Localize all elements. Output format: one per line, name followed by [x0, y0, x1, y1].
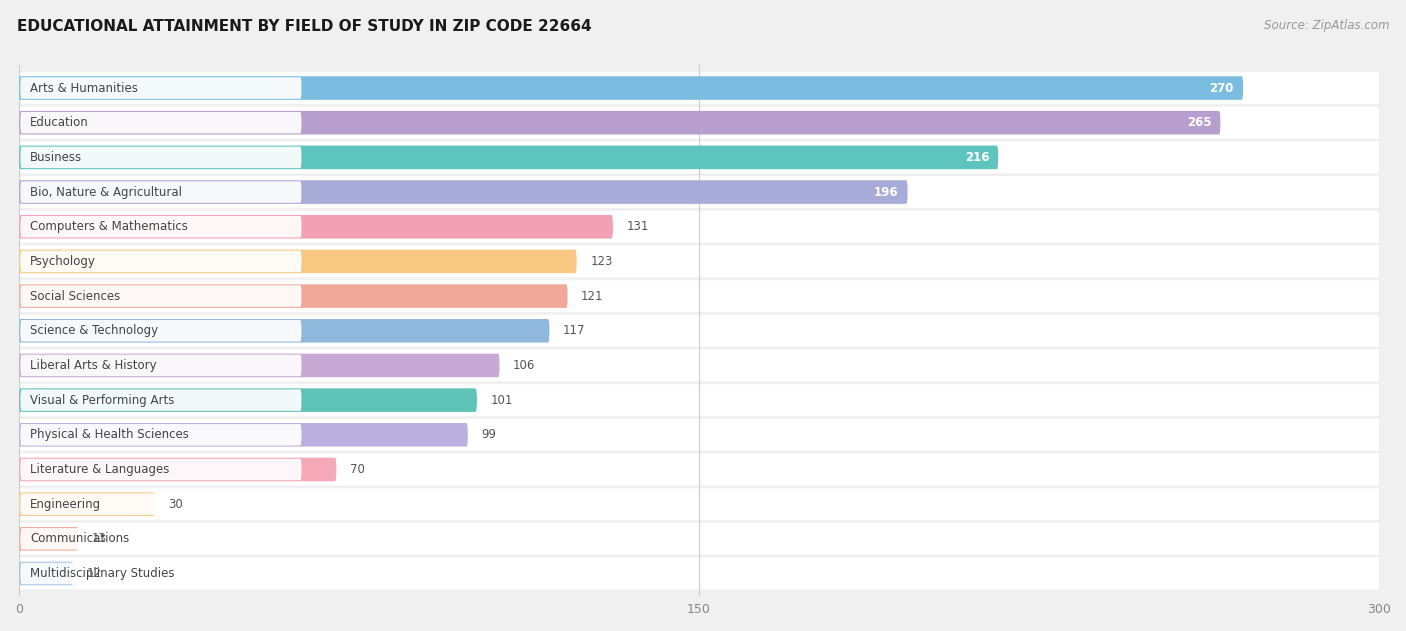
- FancyBboxPatch shape: [20, 76, 1243, 100]
- FancyBboxPatch shape: [14, 72, 1384, 104]
- Text: 216: 216: [965, 151, 990, 164]
- Text: Source: ZipAtlas.com: Source: ZipAtlas.com: [1264, 19, 1389, 32]
- FancyBboxPatch shape: [14, 280, 1384, 312]
- Text: Literature & Languages: Literature & Languages: [31, 463, 170, 476]
- FancyBboxPatch shape: [14, 176, 1384, 208]
- Text: 30: 30: [169, 498, 183, 510]
- FancyBboxPatch shape: [20, 389, 301, 411]
- FancyBboxPatch shape: [14, 558, 1384, 589]
- Text: 99: 99: [481, 428, 496, 441]
- Text: 70: 70: [350, 463, 364, 476]
- FancyBboxPatch shape: [20, 355, 301, 376]
- Text: 13: 13: [91, 533, 107, 545]
- FancyBboxPatch shape: [20, 146, 998, 169]
- FancyBboxPatch shape: [14, 523, 1384, 555]
- Text: 265: 265: [1187, 116, 1212, 129]
- FancyBboxPatch shape: [14, 107, 1384, 139]
- FancyBboxPatch shape: [20, 459, 301, 480]
- FancyBboxPatch shape: [20, 493, 301, 515]
- Text: 123: 123: [591, 255, 613, 268]
- FancyBboxPatch shape: [20, 424, 301, 445]
- FancyBboxPatch shape: [20, 216, 301, 237]
- Text: Bio, Nature & Agricultural: Bio, Nature & Agricultural: [31, 186, 183, 199]
- FancyBboxPatch shape: [20, 180, 908, 204]
- Text: 131: 131: [627, 220, 650, 233]
- FancyBboxPatch shape: [20, 215, 613, 239]
- Text: 117: 117: [562, 324, 585, 337]
- Text: Multidisciplinary Studies: Multidisciplinary Studies: [31, 567, 174, 580]
- FancyBboxPatch shape: [14, 350, 1384, 381]
- FancyBboxPatch shape: [20, 353, 499, 377]
- FancyBboxPatch shape: [20, 388, 477, 412]
- FancyBboxPatch shape: [14, 419, 1384, 451]
- Text: Engineering: Engineering: [31, 498, 101, 510]
- Text: Computers & Mathematics: Computers & Mathematics: [31, 220, 188, 233]
- FancyBboxPatch shape: [20, 527, 77, 551]
- FancyBboxPatch shape: [14, 315, 1384, 346]
- FancyBboxPatch shape: [14, 384, 1384, 416]
- FancyBboxPatch shape: [20, 146, 301, 168]
- Text: Visual & Performing Arts: Visual & Performing Arts: [31, 394, 174, 406]
- FancyBboxPatch shape: [20, 181, 301, 203]
- Text: Arts & Humanities: Arts & Humanities: [31, 81, 138, 95]
- FancyBboxPatch shape: [20, 423, 468, 447]
- Text: 101: 101: [491, 394, 513, 406]
- FancyBboxPatch shape: [20, 285, 301, 307]
- FancyBboxPatch shape: [20, 528, 301, 550]
- FancyBboxPatch shape: [20, 251, 301, 272]
- Text: Social Sciences: Social Sciences: [31, 290, 121, 303]
- Text: EDUCATIONAL ATTAINMENT BY FIELD OF STUDY IN ZIP CODE 22664: EDUCATIONAL ATTAINMENT BY FIELD OF STUDY…: [17, 19, 592, 34]
- Text: Psychology: Psychology: [31, 255, 96, 268]
- FancyBboxPatch shape: [14, 488, 1384, 520]
- FancyBboxPatch shape: [14, 454, 1384, 485]
- FancyBboxPatch shape: [20, 492, 155, 516]
- Text: 121: 121: [581, 290, 603, 303]
- Text: Physical & Health Sciences: Physical & Health Sciences: [31, 428, 190, 441]
- FancyBboxPatch shape: [20, 319, 550, 343]
- FancyBboxPatch shape: [20, 457, 336, 481]
- Text: Liberal Arts & History: Liberal Arts & History: [31, 359, 157, 372]
- FancyBboxPatch shape: [20, 112, 301, 133]
- FancyBboxPatch shape: [20, 562, 73, 586]
- FancyBboxPatch shape: [14, 141, 1384, 174]
- FancyBboxPatch shape: [20, 111, 1220, 134]
- Text: 196: 196: [875, 186, 898, 199]
- FancyBboxPatch shape: [20, 285, 568, 308]
- Text: Science & Technology: Science & Technology: [31, 324, 159, 337]
- FancyBboxPatch shape: [20, 320, 301, 341]
- Text: 106: 106: [513, 359, 536, 372]
- Text: Business: Business: [31, 151, 83, 164]
- Text: 270: 270: [1209, 81, 1234, 95]
- FancyBboxPatch shape: [20, 563, 301, 584]
- Text: Communications: Communications: [31, 533, 129, 545]
- FancyBboxPatch shape: [20, 250, 576, 273]
- FancyBboxPatch shape: [14, 245, 1384, 278]
- FancyBboxPatch shape: [20, 77, 301, 99]
- FancyBboxPatch shape: [14, 211, 1384, 243]
- Text: Education: Education: [31, 116, 89, 129]
- Text: 12: 12: [87, 567, 103, 580]
